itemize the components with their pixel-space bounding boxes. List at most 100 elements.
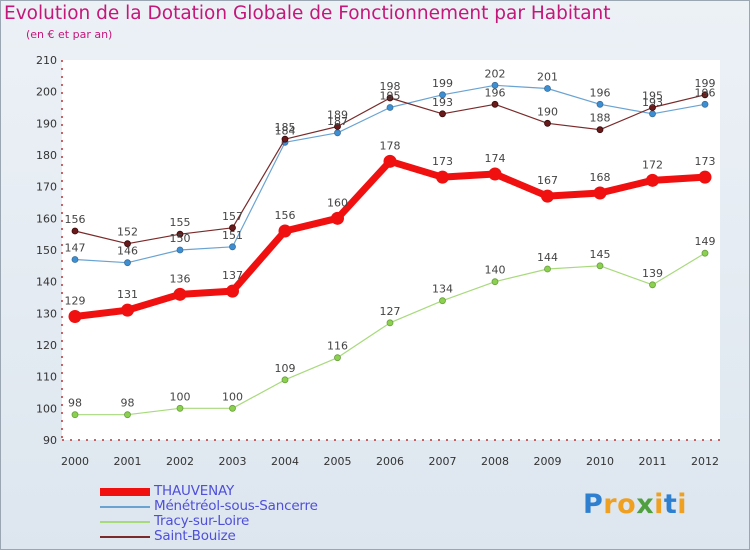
data-point (334, 123, 341, 130)
logo-letter: i (654, 489, 664, 520)
data-label: 145 (590, 248, 611, 261)
logo-letter: t (663, 489, 678, 520)
data-point (124, 240, 131, 248)
data-label: 168 (590, 171, 611, 184)
logo-letter: i (677, 489, 688, 520)
data-point (541, 189, 554, 203)
legend-swatch (100, 488, 150, 496)
data-label: 199 (432, 77, 453, 90)
data-point (439, 91, 446, 99)
data-label: 139 (642, 267, 663, 280)
y-tick-label: 210 (36, 54, 57, 67)
data-point (176, 404, 184, 412)
data-label: 160 (327, 196, 348, 209)
legend-label: Ménétréol-sous-Sancerre (154, 498, 318, 514)
data-point (229, 243, 236, 251)
proxiti-logo: Proxiti (583, 489, 687, 520)
data-point (383, 154, 397, 168)
data-label: 198 (380, 80, 401, 93)
data-point (173, 287, 187, 301)
x-tick-label: 2005 (324, 455, 352, 468)
legend-label: Saint-Bouize (154, 528, 236, 544)
data-label: 184 (275, 124, 296, 137)
data-label: 116 (327, 340, 348, 353)
y-tick-label: 140 (36, 276, 57, 289)
data-point (71, 256, 79, 263)
data-label: 157 (222, 210, 243, 223)
logo-letter: o (617, 489, 637, 520)
data-label: 196 (695, 86, 716, 99)
data-point (488, 167, 502, 181)
data-point (68, 310, 82, 323)
data-label: 202 (485, 67, 506, 80)
y-tick-label: 180 (36, 149, 57, 162)
data-label: 201 (537, 71, 558, 84)
logo-letter: x (636, 489, 655, 520)
data-label: 187 (327, 115, 348, 128)
y-tick-label: 120 (36, 339, 57, 352)
data-label: 193 (642, 96, 663, 109)
data-label: 156 (65, 213, 86, 226)
data-point (491, 278, 499, 286)
x-tick-label: 2007 (429, 455, 457, 468)
data-point (701, 100, 709, 108)
legend-swatch (100, 521, 150, 523)
data-point (649, 110, 656, 118)
x-tick-label: 2010 (586, 455, 614, 468)
data-label: 150 (170, 232, 191, 245)
data-point (386, 319, 394, 327)
data-label: 196 (590, 86, 611, 99)
data-label: 134 (432, 283, 453, 296)
x-tick-label: 2000 (61, 455, 89, 468)
data-label: 189 (327, 109, 348, 122)
data-point (544, 85, 551, 92)
data-label: 195 (642, 90, 663, 103)
data-label: 195 (380, 90, 401, 103)
data-point (124, 411, 131, 419)
data-label: 173 (432, 155, 453, 168)
data-point (229, 224, 236, 232)
data-point (698, 170, 712, 184)
data-point (386, 104, 394, 111)
data-point (596, 262, 604, 270)
data-point (71, 411, 79, 419)
data-label: 146 (117, 245, 138, 258)
data-point (701, 91, 709, 99)
data-label: 156 (275, 209, 296, 222)
data-point (596, 126, 604, 134)
legend-label: THAUVENAY (154, 483, 235, 499)
data-point (121, 303, 134, 317)
data-point (439, 110, 446, 118)
data-label: 109 (275, 362, 296, 375)
data-label: 98 (121, 397, 135, 410)
data-point (646, 173, 659, 187)
x-tick-label: 2006 (376, 455, 404, 468)
data-point (71, 227, 79, 235)
data-label: 188 (590, 112, 611, 125)
data-label: 98 (68, 397, 82, 410)
x-tick-label: 2009 (534, 455, 562, 468)
data-label: 100 (222, 390, 243, 403)
data-point (436, 170, 449, 184)
data-point (281, 376, 289, 384)
data-label: 147 (65, 242, 86, 255)
data-label: 127 (380, 305, 401, 318)
data-label: 185 (275, 121, 296, 134)
data-point (386, 94, 394, 102)
y-tick-label: 160 (36, 212, 57, 225)
data-point (124, 259, 131, 267)
data-point (334, 129, 341, 137)
data-label: 173 (695, 155, 716, 168)
data-label: 193 (432, 96, 453, 109)
x-tick-label: 2002 (166, 455, 194, 468)
legend-label: Tracy-sur-Loire (154, 513, 250, 529)
plot-area (62, 60, 720, 440)
x-tick-label: 2003 (219, 455, 247, 468)
data-point (331, 211, 344, 225)
data-label: 178 (380, 139, 401, 152)
y-tick-label: 170 (36, 181, 57, 194)
x-tick-label: 2004 (271, 455, 299, 468)
chart-subtitle: (en € et par an) (26, 28, 113, 41)
y-tick-label: 150 (36, 244, 57, 257)
y-tick-label: 110 (36, 371, 57, 384)
